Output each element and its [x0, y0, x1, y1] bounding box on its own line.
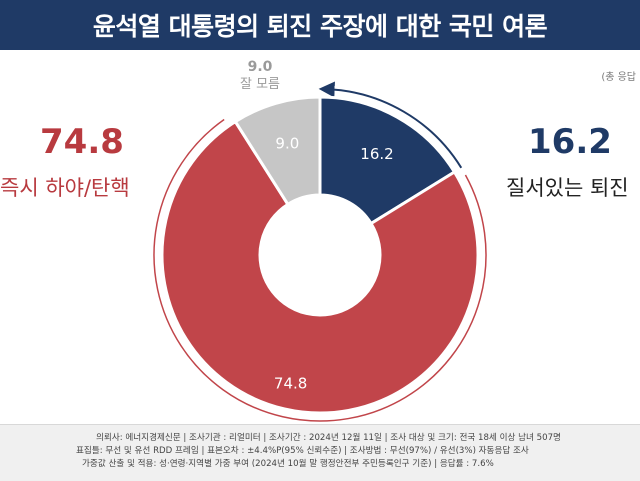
orderly-resign-value: 16.2 — [528, 122, 612, 162]
slice-label-orderly-resign: 16.2 — [360, 145, 393, 163]
orderly-resign-label: 질서있는 퇴진 — [506, 176, 629, 200]
impeach-value: 74.8 — [40, 122, 124, 162]
impeach-label: 즉시 하야/탄핵 — [0, 176, 130, 200]
donut-chart: 16.2 74.8 9.0 — [153, 81, 487, 422]
guide-arc-impeach — [153, 118, 487, 422]
footer-line-3: 가중값 산출 및 적용: 성·연령·지역별 가중 부여 (2024년 10월 말… — [82, 459, 494, 469]
donut-slices — [160, 95, 480, 415]
slice-unknown — [233, 95, 322, 207]
footer-line-1: 의뢰사: 에너지경제신문 | 조사기관 : 리얼미터 | 조사기간 : 2024… — [96, 433, 561, 443]
donut-slice-labels: 16.2 74.8 9.0 — [274, 135, 394, 393]
slice-label-unknown: 9.0 — [275, 135, 299, 153]
slice-impeach — [160, 119, 480, 415]
guide-arc-orderly — [318, 81, 463, 169]
survey-footer: 의뢰사: 에너지경제신문 | 조사기관 : 리얼미터 | 조사기간 : 2024… — [0, 424, 640, 481]
unknown-label: 잘 모름 — [239, 77, 280, 92]
title-bar: 윤석열 대통령의 퇴진 주장에 대한 국민 여론 — [0, 0, 640, 50]
slice-label-impeach: 74.8 — [274, 375, 307, 393]
footer-line-2: 표집틀: 무선 및 유선 RDD 프레임 | 표본오차 : ±4.4%P(95%… — [76, 446, 529, 456]
unit-note: (총 응답 — [601, 72, 636, 83]
unknown-value: 9.0 — [247, 59, 273, 75]
chart-title: 윤석열 대통령의 퇴진 주장에 대한 국민 여론 — [92, 12, 548, 41]
arc-guides — [153, 81, 487, 422]
